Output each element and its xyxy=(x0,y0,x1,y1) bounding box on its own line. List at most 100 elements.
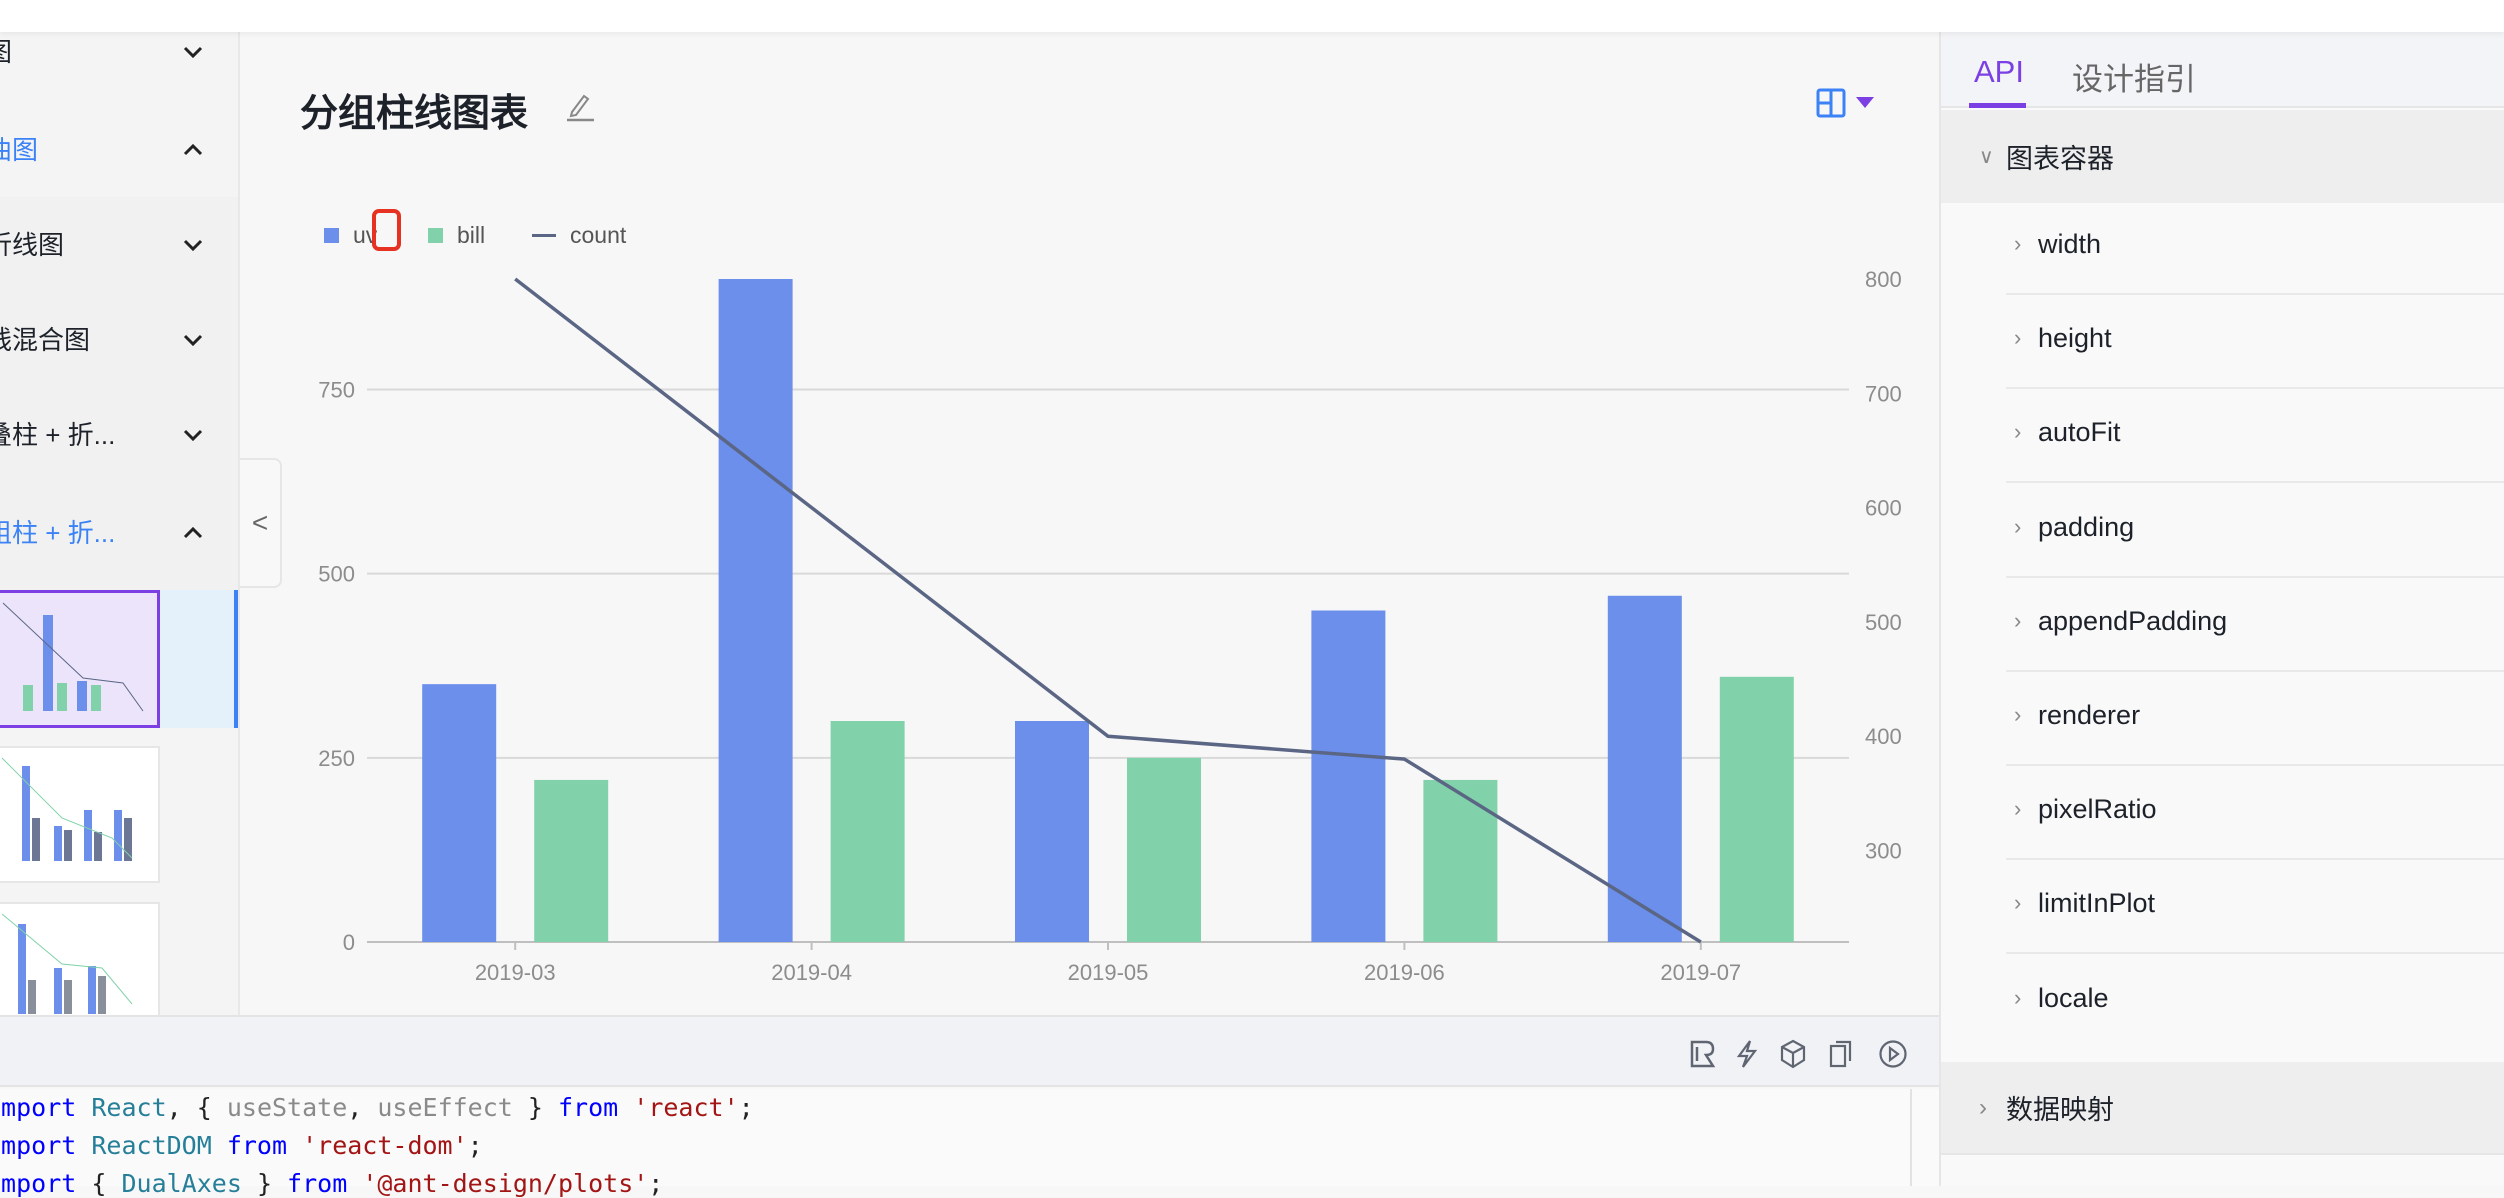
chevron-up-icon xyxy=(182,519,204,545)
chevron-down-icon xyxy=(182,38,204,64)
api-item-appendPadding[interactable]: › appendPadding xyxy=(2006,578,2504,672)
api-item-width[interactable]: › width xyxy=(2006,201,2504,295)
chevron-down-icon xyxy=(182,326,204,352)
api-item-limitInPlot[interactable]: › limitInPlot xyxy=(2006,860,2504,955)
bar-bill xyxy=(1719,676,1794,942)
bar-uv xyxy=(422,684,497,942)
code-token: , { xyxy=(166,1093,227,1122)
tab-design-guide[interactable]: 设计指引 xyxy=(2072,62,2196,97)
layout-switch-button[interactable] xyxy=(1816,88,1874,118)
thumbnail-grouped-column-line[interactable] xyxy=(0,590,160,728)
chevron-left-icon: < xyxy=(251,507,269,538)
bar-bill xyxy=(534,779,609,942)
code-token: from xyxy=(287,1169,348,1198)
left-axis-tick-label: 500 xyxy=(318,562,355,587)
code-editor[interactable]: import React, { useState, useEffect } fr… xyxy=(0,1089,1939,1198)
riddle-icon[interactable] xyxy=(1688,1039,1716,1069)
thumbnail-chart xyxy=(1,913,133,1014)
submenu-bg xyxy=(0,197,238,597)
chevron-right-icon: › xyxy=(1979,1093,1987,1121)
api-item-locale[interactable]: › locale xyxy=(2006,955,2504,1049)
api-item-autoFit[interactable]: › autoFit xyxy=(2006,389,2504,484)
api-item-renderer[interactable]: › renderer xyxy=(2006,672,2504,766)
section-data-mapping[interactable]: › 数据映射 xyxy=(1941,1062,2504,1155)
legend-item-bill[interactable]: bill xyxy=(428,222,485,249)
section-title: 数据映射 xyxy=(2006,1095,2114,1125)
legend-item-count[interactable]: count xyxy=(532,222,626,249)
highlight-marker xyxy=(372,209,401,251)
chevron-right-icon: › xyxy=(2014,796,2022,822)
x-axis-tick-label: 2019-04 xyxy=(771,960,852,985)
sidebar-item[interactable]: 线混合图 xyxy=(0,291,238,386)
api-item-label: padding xyxy=(2038,511,2135,542)
codesandbox-icon[interactable] xyxy=(1779,1039,1807,1069)
chevron-right-icon: › xyxy=(2014,607,2022,633)
code-token: React xyxy=(76,1093,167,1122)
right-axis-tick-label: 400 xyxy=(1865,724,1902,749)
code-token: } xyxy=(512,1093,558,1122)
right-axis-tick-label: 500 xyxy=(1865,610,1902,635)
chevron-down-icon xyxy=(182,421,204,447)
api-item-height[interactable]: › height xyxy=(2006,295,2504,390)
active-tab-indicator xyxy=(1969,103,2026,108)
thumbnail-chart-3[interactable] xyxy=(0,902,160,1015)
chevron-up-icon xyxy=(182,136,204,162)
api-item-label: limitInPlot xyxy=(2038,888,2156,919)
legend-swatch xyxy=(532,234,556,237)
api-item-pixelRatio[interactable]: › pixelRatio xyxy=(2006,766,2504,861)
section-chart-container[interactable]: ∨ 图表容器 xyxy=(1941,110,2504,203)
chevron-right-icon: › xyxy=(2014,419,2022,445)
code-token: ReactDOM xyxy=(76,1131,212,1160)
bar-uv xyxy=(1015,721,1089,942)
x-axis-tick-label: 2019-03 xyxy=(475,960,556,985)
left-axis-tick-label: 250 xyxy=(318,746,355,771)
chevron-right-icon: › xyxy=(2014,231,2022,256)
chevron-right-icon: › xyxy=(2014,513,2022,539)
sidebar-item-label: 折线图 xyxy=(0,230,65,260)
bar-bill xyxy=(1423,779,1498,942)
selected-indicator xyxy=(234,590,238,728)
right-axis-tick-label: 700 xyxy=(1865,381,1902,406)
tab-api[interactable]: API xyxy=(1974,54,2024,89)
code-scrollbar[interactable] xyxy=(1910,1089,1912,1186)
caret-down-icon xyxy=(1856,97,1874,108)
left-axis-tick-label: 750 xyxy=(318,378,355,403)
code-token: '@ant-design/plots' xyxy=(347,1169,649,1198)
right-axis-tick-label: 800 xyxy=(1865,267,1902,292)
edit-icon[interactable] xyxy=(564,90,596,127)
lightning-icon[interactable] xyxy=(1733,1039,1761,1069)
sidebar-item[interactable]: 组柱 + 折... xyxy=(0,484,238,579)
bar-uv xyxy=(718,279,793,942)
legend-label: count xyxy=(570,222,627,248)
code-token: import xyxy=(0,1093,77,1122)
code-token: from xyxy=(558,1093,619,1122)
sidebar-item[interactable]: 叠柱 + 折... xyxy=(0,386,238,481)
api-item-label: autoFit xyxy=(2038,417,2121,448)
code-token: from xyxy=(211,1131,288,1160)
x-axis-tick-label: 2019-07 xyxy=(1660,960,1741,985)
thumbnail-chart-2[interactable] xyxy=(0,746,160,883)
chevron-down-icon xyxy=(182,231,204,257)
code-token: ; xyxy=(467,1131,483,1160)
play-icon[interactable] xyxy=(1878,1039,1907,1069)
api-item-label: pixelRatio xyxy=(2038,794,2157,825)
copy-icon[interactable] xyxy=(1827,1039,1855,1069)
dual-axes-chart: 0 250 500 750 300 400 500 600 700 800 2019-03 2019-… xyxy=(318,267,1902,985)
api-item-padding[interactable]: › padding xyxy=(2006,484,2504,578)
sidebar-item-label: 组柱 + 折... xyxy=(0,518,116,548)
api-item-label: width xyxy=(2038,229,2102,259)
code-line: import { DualAxes } from '@ant-design/pl… xyxy=(0,1169,663,1198)
sidebar-item[interactable]: 曲图 xyxy=(0,101,238,196)
x-axis-tick-label: 2019-05 xyxy=(1068,960,1149,985)
sidebar-item[interactable]: 图 xyxy=(0,32,238,98)
legend-swatch xyxy=(324,228,339,243)
sidebar-item[interactable]: 折线图 xyxy=(0,196,238,291)
page-title: 分组柱线图表 xyxy=(300,93,529,135)
collapse-sidebar-button[interactable]: < xyxy=(240,458,282,588)
code-token: useEffect xyxy=(377,1093,513,1122)
sidebar: 图曲图折线图线混合图叠柱 + 折... 组柱 + 折... xyxy=(0,32,240,1015)
legend-item-uv[interactable]: uv xyxy=(324,222,377,249)
legend-swatch xyxy=(428,228,443,243)
bar-uv xyxy=(1607,595,1682,942)
code-token: { xyxy=(76,1169,122,1198)
